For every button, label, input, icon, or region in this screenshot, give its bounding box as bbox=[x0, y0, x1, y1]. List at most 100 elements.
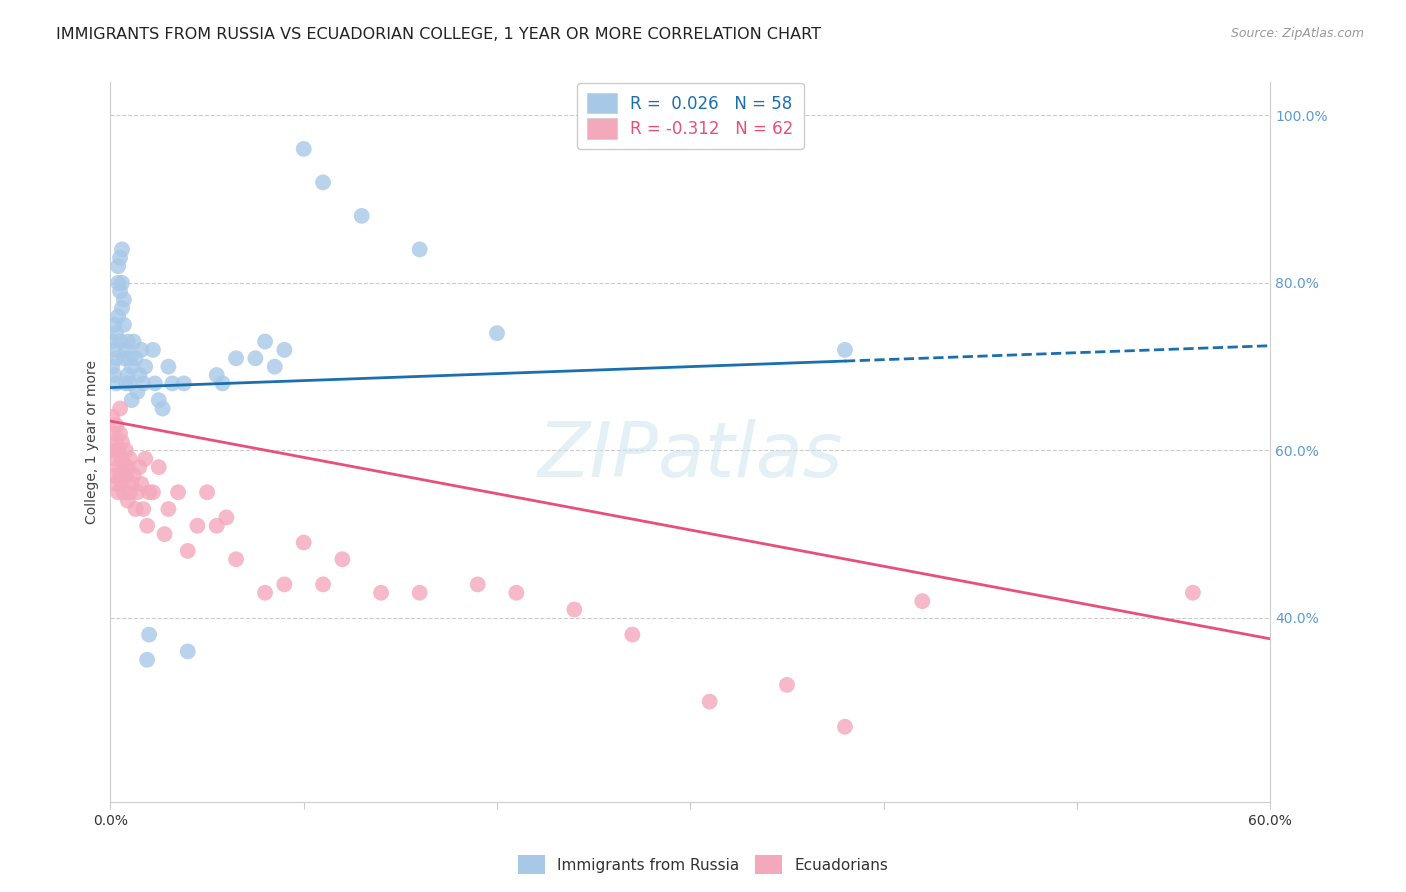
Point bbox=[173, 376, 195, 391]
Legend: Immigrants from Russia, Ecuadorians: Immigrants from Russia, Ecuadorians bbox=[512, 849, 894, 880]
Point bbox=[101, 409, 124, 424]
Point bbox=[225, 351, 247, 366]
Point bbox=[132, 502, 155, 516]
Point bbox=[292, 142, 315, 156]
Point bbox=[111, 451, 134, 466]
Point bbox=[332, 552, 354, 566]
Point bbox=[142, 343, 165, 357]
Point bbox=[177, 544, 200, 558]
Point bbox=[225, 552, 247, 566]
Point bbox=[117, 460, 139, 475]
Point bbox=[167, 485, 190, 500]
Point bbox=[107, 259, 129, 273]
Point bbox=[834, 343, 856, 357]
Point bbox=[107, 485, 129, 500]
Point bbox=[1181, 586, 1204, 600]
Point bbox=[118, 485, 141, 500]
Point bbox=[103, 451, 125, 466]
Point bbox=[148, 460, 170, 475]
Point bbox=[132, 376, 155, 391]
Point bbox=[562, 602, 585, 616]
Point bbox=[108, 334, 131, 349]
Point bbox=[350, 209, 373, 223]
Point bbox=[117, 334, 139, 349]
Point bbox=[128, 368, 150, 382]
Point bbox=[505, 586, 527, 600]
Point bbox=[112, 293, 135, 307]
Point bbox=[215, 510, 238, 524]
Legend: R =  0.026   N = 58, R = -0.312   N = 62: R = 0.026 N = 58, R = -0.312 N = 62 bbox=[576, 83, 804, 149]
Point bbox=[118, 351, 141, 366]
Point bbox=[103, 426, 125, 441]
Point bbox=[112, 460, 135, 475]
Point bbox=[834, 720, 856, 734]
Point bbox=[211, 376, 233, 391]
Point bbox=[112, 351, 135, 366]
Point bbox=[138, 627, 160, 641]
Point bbox=[115, 468, 138, 483]
Point bbox=[131, 476, 153, 491]
Text: ZIPatlas: ZIPatlas bbox=[537, 419, 844, 493]
Point bbox=[118, 376, 141, 391]
Point bbox=[101, 359, 124, 374]
Point bbox=[162, 376, 184, 391]
Point bbox=[467, 577, 489, 591]
Point bbox=[195, 485, 218, 500]
Point bbox=[157, 502, 180, 516]
Point bbox=[115, 376, 138, 391]
Point bbox=[103, 343, 125, 357]
Point bbox=[108, 251, 131, 265]
Point bbox=[111, 476, 134, 491]
Point bbox=[103, 368, 125, 382]
Point bbox=[699, 695, 721, 709]
Point bbox=[128, 460, 150, 475]
Point bbox=[105, 435, 128, 450]
Point bbox=[131, 343, 153, 357]
Point bbox=[111, 435, 134, 450]
Point bbox=[108, 468, 131, 483]
Point bbox=[312, 577, 335, 591]
Point bbox=[112, 318, 135, 332]
Point bbox=[312, 175, 335, 189]
Point bbox=[157, 359, 180, 374]
Point bbox=[107, 310, 129, 324]
Point bbox=[776, 678, 799, 692]
Point bbox=[263, 359, 285, 374]
Point bbox=[115, 443, 138, 458]
Point bbox=[409, 243, 432, 257]
Point bbox=[122, 334, 145, 349]
Point bbox=[136, 653, 159, 667]
Point bbox=[205, 518, 228, 533]
Point bbox=[121, 476, 143, 491]
Point bbox=[273, 577, 295, 591]
Point bbox=[245, 351, 267, 366]
Point bbox=[118, 451, 141, 466]
Point bbox=[112, 485, 135, 500]
Point bbox=[370, 586, 392, 600]
Point bbox=[121, 393, 143, 408]
Y-axis label: College, 1 year or more: College, 1 year or more bbox=[86, 360, 100, 524]
Point bbox=[143, 376, 166, 391]
Point bbox=[177, 644, 200, 658]
Point bbox=[134, 451, 156, 466]
Point bbox=[153, 527, 176, 541]
Point bbox=[103, 318, 125, 332]
Point bbox=[621, 627, 644, 641]
Point bbox=[105, 476, 128, 491]
Point bbox=[486, 326, 509, 340]
Point bbox=[108, 285, 131, 299]
Point bbox=[108, 401, 131, 416]
Text: IMMIGRANTS FROM RUSSIA VS ECUADORIAN COLLEGE, 1 YEAR OR MORE CORRELATION CHART: IMMIGRANTS FROM RUSSIA VS ECUADORIAN COL… bbox=[56, 27, 821, 42]
Point bbox=[101, 443, 124, 458]
Point bbox=[142, 485, 165, 500]
Point bbox=[186, 518, 208, 533]
Point bbox=[115, 343, 138, 357]
Point bbox=[152, 401, 174, 416]
Point bbox=[117, 368, 139, 382]
Point bbox=[105, 326, 128, 340]
Point bbox=[124, 351, 146, 366]
Point bbox=[292, 535, 315, 549]
Point bbox=[138, 485, 160, 500]
Point bbox=[254, 334, 277, 349]
Text: Source: ZipAtlas.com: Source: ZipAtlas.com bbox=[1230, 27, 1364, 40]
